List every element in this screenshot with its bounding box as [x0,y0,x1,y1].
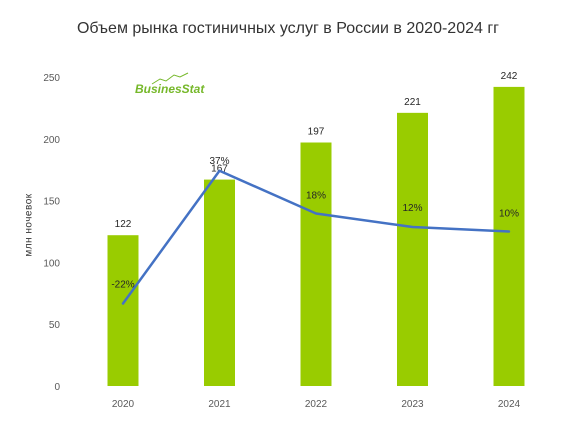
bar [204,179,235,386]
bar [397,112,428,387]
y-tick-label: 100 [43,258,60,269]
y-tick-label: 0 [54,382,60,393]
y-tick-label: 50 [49,320,61,331]
chart-title: Объем рынка гостиничных услуг в России в… [76,20,500,37]
y-tick-label: 200 [43,135,60,146]
growth-line [121,169,511,305]
x-tick-label: 2020 [112,399,135,410]
growth-label: 37% [209,156,229,167]
y-tick-label: 150 [43,197,60,208]
bar [493,86,525,386]
x-tick-label: 2024 [498,399,521,410]
bar-value-label: 122 [115,219,132,230]
logo: BusinesStat [135,82,205,96]
bar-value-label: 221 [404,97,421,108]
x-tick-label: 2022 [305,399,328,410]
bar-value-label: 197 [308,127,325,138]
bar [300,142,332,386]
y-tick-label: 250 [43,73,60,84]
bar-value-label: 242 [501,71,518,82]
x-tick-label: 2023 [401,399,424,410]
growth-label: 18% [306,191,326,202]
growth-label: -22% [111,280,134,291]
bar-value-label: 167 [211,164,228,175]
growth-label: 10% [499,209,519,220]
x-tick-label: 2021 [208,399,231,410]
growth-label: 12% [402,203,422,214]
logo-chart-icon [151,72,189,85]
bar [107,235,139,386]
